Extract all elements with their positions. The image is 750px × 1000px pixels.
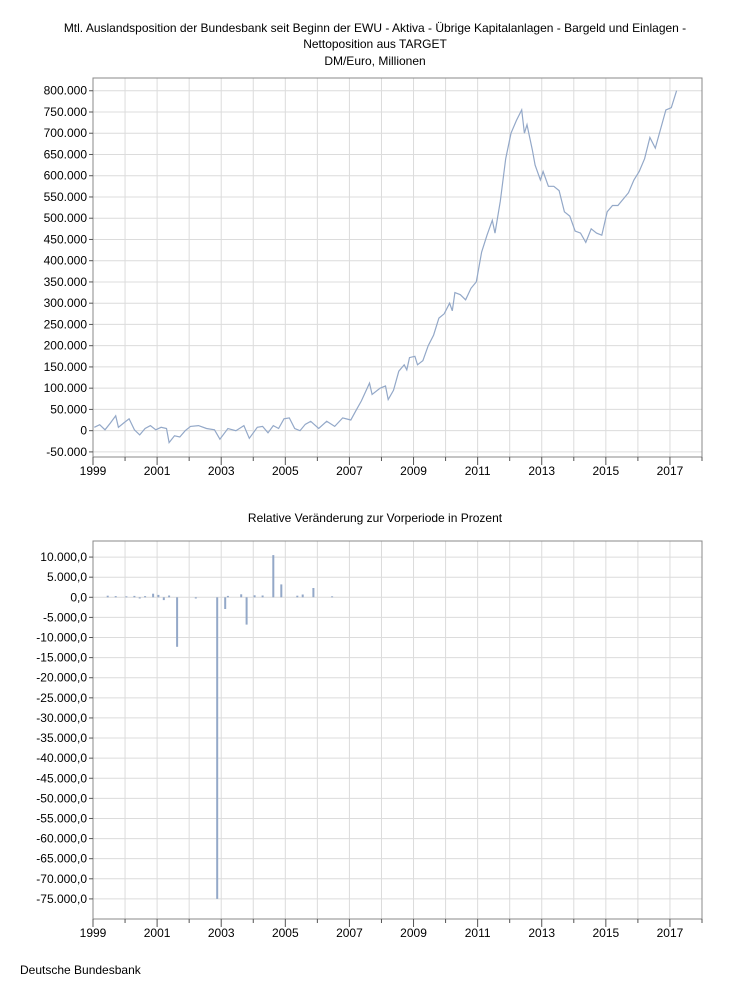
chart-title: Mtl. Auslandsposition der Bundesbank sei…: [63, 21, 687, 35]
x-tick-label: 2015: [592, 926, 619, 940]
y-tick-label: 800.000: [44, 84, 88, 98]
bar-chart: 10.000,0 5.000,0 0,0 -5.000,0 -10.000,0 -15.0…: [36, 540, 703, 940]
x-tick-label: 2013: [528, 464, 555, 478]
bar: [152, 593, 155, 598]
bar: [272, 555, 275, 598]
y-tick-label: 700.000: [44, 126, 88, 140]
y-tick-label: 550.000: [44, 190, 88, 204]
line-chart: -50.000 0 50.000 100.000 150.000 200.000 250.0…: [44, 77, 703, 478]
bar: [138, 597, 141, 599]
bar: [240, 594, 243, 598]
x-tick-label: 2009: [400, 926, 427, 940]
bar: [194, 597, 197, 599]
grid: [92, 78, 703, 457]
y-tick-label: -55.000,0: [36, 811, 87, 825]
bar: [157, 594, 160, 598]
y-tick-label: -40.000,0: [36, 751, 87, 765]
x-tick-label: 2001: [144, 926, 171, 940]
bar: [261, 595, 264, 598]
y-tick-label: -75.000,0: [36, 892, 87, 906]
y-tick-label: -15.000,0: [36, 651, 87, 665]
bar-chart-title: Relative Veränderung zur Vorperiode in P…: [247, 511, 503, 525]
y-tick-label: 150.000: [44, 360, 88, 374]
bars: [106, 555, 334, 899]
y-tick-label: 750.000: [44, 105, 88, 119]
bar: [224, 597, 227, 609]
y-tick-label: -25.000,0: [36, 691, 87, 705]
y-tick-label: 600.000: [44, 169, 88, 183]
y-tick-label: 250.000: [44, 317, 88, 331]
x-tick-label: 2005: [272, 464, 299, 478]
bar: [114, 596, 117, 598]
chart-subtitle: DM/Euro, Millionen: [324, 54, 426, 68]
y-tick-label: -30.000,0: [36, 711, 87, 725]
plot-frame: [92, 540, 703, 920]
chart-title-line2: Nettoposition aus TARGET: [303, 37, 447, 51]
bar: [296, 595, 299, 598]
y-axis: 10.000,0 5.000,0 0,0 -5.000,0 -10.000,0 -15.0…: [36, 550, 93, 906]
bar: [331, 596, 334, 598]
y-tick-label: 400.000: [44, 254, 88, 268]
y-tick-label: 50.000: [50, 402, 87, 416]
bar: [176, 597, 179, 647]
footer-source: Deutsche Bundesbank: [20, 963, 141, 977]
y-tick-label: 650.000: [44, 147, 88, 161]
bar: [226, 595, 229, 598]
bar: [245, 597, 248, 625]
bar: [133, 595, 136, 598]
x-tick-label: 2011: [465, 926, 491, 940]
x-tick-label: 2007: [336, 926, 363, 940]
y-tick-label: -35.000,0: [36, 731, 87, 745]
bar: [280, 584, 283, 598]
bar: [144, 596, 147, 598]
x-tick-label: 2015: [592, 464, 619, 478]
bar: [253, 595, 256, 598]
series-line: [94, 90, 678, 445]
x-axis: 1999 2001 2003 2005 2007 2009 2011 2013 2015 2017: [80, 457, 703, 478]
y-axis: -50.000 0 50.000 100.000 150.000 200.000 250.0…: [44, 84, 93, 459]
bar: [301, 594, 304, 598]
y-tick-label: 450.000: [44, 232, 88, 246]
x-tick-label: 2013: [528, 926, 555, 940]
x-tick-label: 2003: [208, 464, 235, 478]
x-tick-label: 2001: [144, 464, 171, 478]
x-tick-label: 2017: [657, 926, 684, 940]
bar: [106, 595, 109, 598]
y-tick-label: -5.000,0: [43, 610, 87, 624]
y-tick-label: 10.000,0: [40, 550, 87, 564]
y-tick-label: -20.000,0: [36, 671, 87, 685]
x-tick-label: 2005: [272, 926, 299, 940]
y-tick-label: -50.000,0: [36, 791, 87, 805]
y-tick-label: -70.000,0: [36, 872, 87, 886]
x-tick-label: 1999: [80, 926, 107, 940]
plot-frame: [92, 77, 703, 458]
grid: [92, 541, 703, 919]
bar: [125, 596, 128, 598]
y-tick-label: 5.000,0: [47, 570, 87, 584]
y-tick-label: -10.000,0: [36, 631, 87, 645]
x-tick-label: 2017: [657, 464, 684, 478]
y-tick-label: -60.000,0: [36, 832, 87, 846]
y-tick-label: 200.000: [44, 339, 88, 353]
bar: [312, 588, 315, 598]
y-tick-label: -50.000: [46, 445, 87, 459]
bar: [216, 597, 219, 899]
bar: [168, 595, 171, 598]
x-tick-label: 2007: [336, 464, 363, 478]
x-tick-label: 2003: [208, 926, 235, 940]
y-tick-label: 0,0: [70, 590, 87, 604]
y-tick-label: -65.000,0: [36, 852, 87, 866]
y-tick-label: 100.000: [44, 381, 88, 395]
x-axis: 1999 2001 2003 2005 2007 2009 2011 2013 2015 2017: [80, 919, 703, 940]
y-tick-label: 500.000: [44, 211, 88, 225]
y-tick-label: -45.000,0: [36, 771, 87, 785]
x-tick-label: 1999: [80, 464, 107, 478]
y-tick-label: 0: [80, 424, 87, 438]
y-tick-label: 350.000: [44, 275, 88, 289]
x-tick-label: 2009: [400, 464, 427, 478]
bar: [162, 597, 165, 601]
x-tick-label: 2011: [465, 464, 491, 478]
y-tick-label: 300.000: [44, 296, 88, 310]
